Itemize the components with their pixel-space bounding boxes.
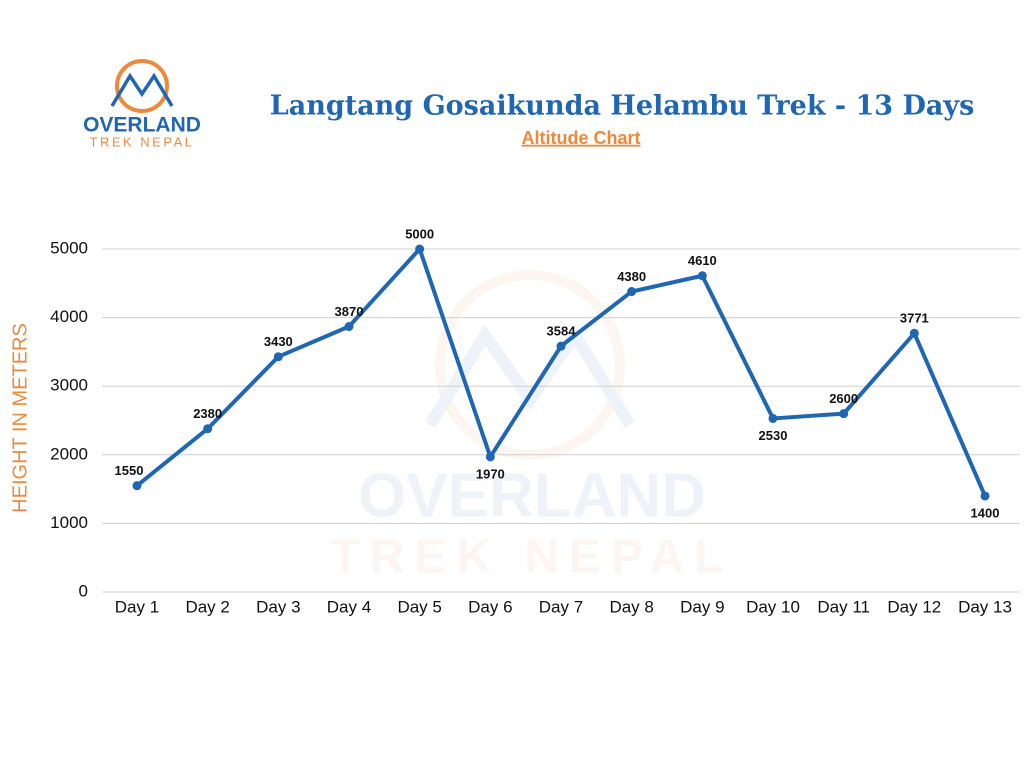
point	[768, 413, 778, 423]
chart-subtitle: Altitude Chart	[522, 128, 641, 148]
x-tick-label: Day 3	[256, 597, 300, 616]
x-tick-label: Day 10	[746, 597, 800, 616]
logo-mountain	[110, 72, 174, 107]
value-label: 4380	[617, 269, 646, 284]
chart-title: Langtang Gosaikunda Helambu Trek - 13 Da…	[270, 91, 975, 122]
y-tick-label: 4000	[50, 307, 88, 326]
logo-ring	[115, 59, 169, 113]
point	[980, 491, 990, 501]
y-tick-label: 3000	[50, 376, 88, 395]
y-tick-label: 5000	[50, 238, 88, 257]
logo-tagline: TREK NEPAL	[90, 134, 195, 149]
value-label: 1400	[971, 505, 1000, 520]
logo: OVERLAND TREK NEPAL	[83, 59, 201, 149]
point	[273, 352, 283, 362]
x-tick-label: Day 6	[468, 597, 512, 616]
watermark-name: OVERLAND	[358, 461, 706, 530]
point	[697, 271, 707, 281]
point	[344, 322, 354, 332]
watermark: OVERLAND TREK NEPAL	[330, 270, 733, 584]
point	[485, 452, 495, 462]
point	[132, 481, 142, 491]
value-label: 2600	[829, 391, 858, 406]
watermark-tagline: TREK NEPAL	[330, 531, 733, 584]
value-label: 2530	[759, 428, 788, 443]
x-tick-label: Day 11	[817, 597, 870, 616]
x-tick-label: Day 5	[397, 597, 441, 616]
x-tick-label: Day 1	[115, 597, 159, 616]
value-label: 3870	[335, 304, 364, 319]
point	[556, 341, 566, 351]
point	[839, 409, 849, 419]
point	[627, 287, 637, 297]
x-tick-label: Day 2	[185, 597, 229, 616]
logo-name: OVERLAND	[83, 114, 201, 137]
x-tick-label: Day 4	[327, 597, 371, 616]
value-label: 1550	[115, 463, 144, 478]
value-label: 4610	[688, 253, 717, 268]
point	[909, 328, 919, 338]
value-label: 2380	[193, 406, 222, 421]
value-label: 5000	[405, 226, 434, 241]
watermark-mountain	[424, 324, 636, 429]
value-label: 1970	[476, 466, 505, 481]
point	[415, 244, 425, 254]
y-tick-label: 1000	[50, 513, 88, 532]
x-tick-label: Day 13	[958, 597, 1012, 616]
x-tick-label: Day 8	[609, 597, 653, 616]
y-axis-label: HEIGHT IN METERS	[9, 323, 31, 513]
value-label: 3430	[264, 334, 293, 349]
x-tick-label: Day 12	[887, 597, 941, 616]
value-label: 3771	[900, 311, 929, 326]
x-tick-label: Day 9	[680, 597, 724, 616]
y-tick-label: 0	[79, 581, 88, 600]
line	[135, 247, 987, 497]
value-label: 3584	[547, 324, 577, 339]
x-tick-label: Day 7	[539, 597, 583, 616]
point	[203, 424, 213, 434]
y-tick-label: 2000	[50, 444, 88, 463]
